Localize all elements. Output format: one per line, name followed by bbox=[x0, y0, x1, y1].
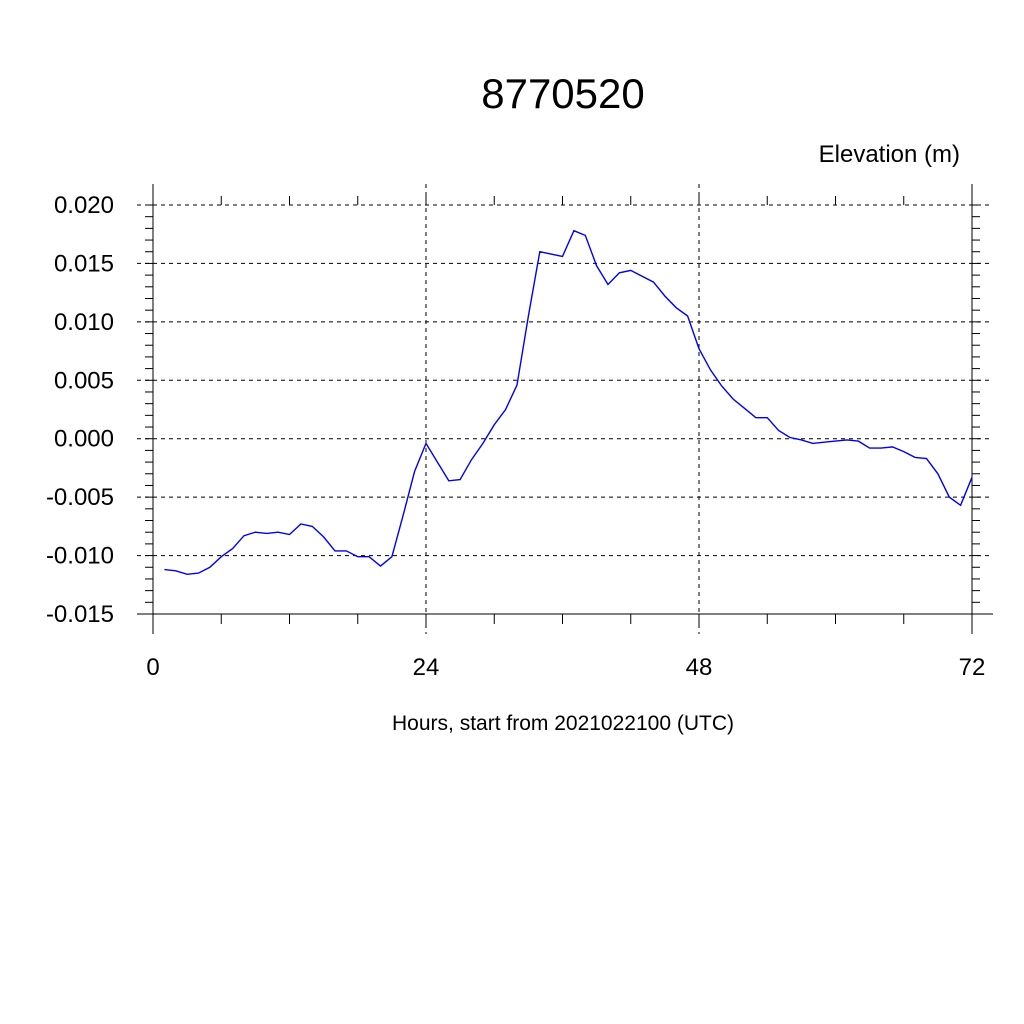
x-tick-label: 72 bbox=[959, 654, 986, 681]
y-tick-label: 0.020 bbox=[54, 192, 114, 219]
grid-lines bbox=[137, 184, 993, 634]
y-axis-label: Elevation (m) bbox=[819, 141, 960, 168]
x-tick-label: 48 bbox=[686, 654, 713, 681]
y-tick-label: -0.010 bbox=[46, 543, 114, 570]
y-tick-label: -0.005 bbox=[46, 484, 114, 511]
x-tick-label: 24 bbox=[413, 654, 440, 681]
tick-labels: 0.020 0.015 0.010 0.005 0.000 -0.005 -0.010 -0.… bbox=[46, 192, 985, 681]
y-tick-label: 0.015 bbox=[54, 250, 114, 277]
x-tick-label: 0 bbox=[146, 654, 159, 681]
chart-title: 8770520 bbox=[481, 70, 645, 117]
y-tick-label: -0.015 bbox=[46, 601, 114, 628]
x-axis-label: Hours, start from 2021022100 (UTC) bbox=[392, 712, 734, 735]
series-lines bbox=[164, 229, 973, 576]
series-line bbox=[164, 229, 973, 576]
y-tick-label: 0.005 bbox=[54, 367, 114, 394]
y-tick-label: 0.000 bbox=[54, 426, 114, 453]
y-tick-label: 0.010 bbox=[54, 309, 114, 336]
axis-ticks bbox=[145, 196, 980, 624]
data-points bbox=[163, 229, 974, 576]
plot-frame bbox=[153, 185, 972, 614]
